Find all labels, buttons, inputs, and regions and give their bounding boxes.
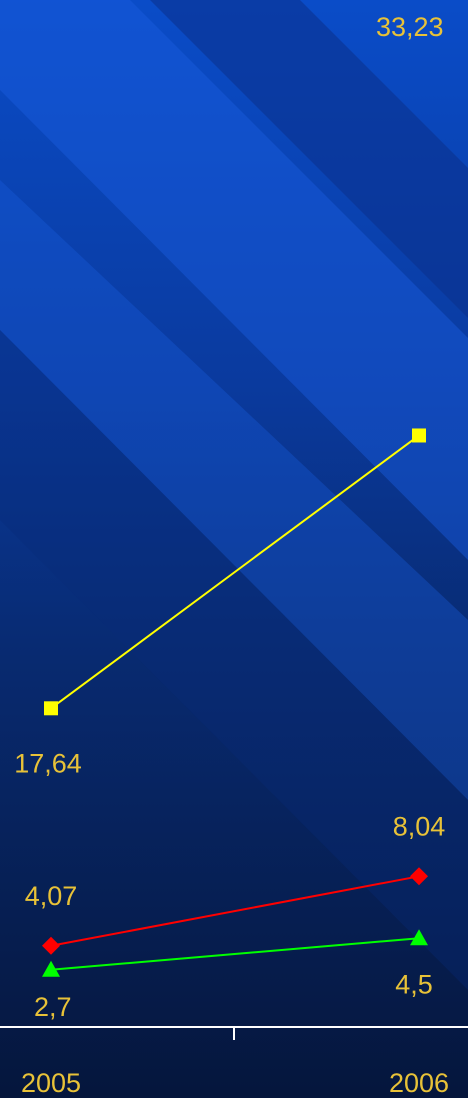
series-line: [50, 875, 420, 947]
background-band: [150, 0, 468, 318]
x-tick-label: 2005: [21, 1068, 81, 1098]
data-point-marker: [42, 936, 60, 955]
series-line: [50, 434, 420, 710]
data-point-marker: [44, 701, 58, 716]
series-line: [50, 937, 420, 971]
data-label: 17,64: [14, 748, 82, 778]
data-point-marker: [412, 428, 426, 443]
data-label: 33,23: [376, 12, 444, 42]
data-label: 4,07: [25, 881, 78, 911]
x-tick-label: 2006: [389, 1068, 449, 1098]
data-point-marker: [410, 929, 428, 946]
plot-area: 17,64 33,23 4,07 8,04 2,7 4,5: [14, 12, 445, 1022]
background-band: [0, 0, 468, 560]
data-label: 2,7: [34, 992, 72, 1022]
background-band: [0, 180, 468, 800]
data-point-marker: [42, 960, 60, 977]
background-band: [0, 330, 468, 990]
data-point-marker: [410, 867, 428, 886]
data-label: 4,5: [395, 969, 433, 999]
data-label: 8,04: [393, 811, 446, 841]
